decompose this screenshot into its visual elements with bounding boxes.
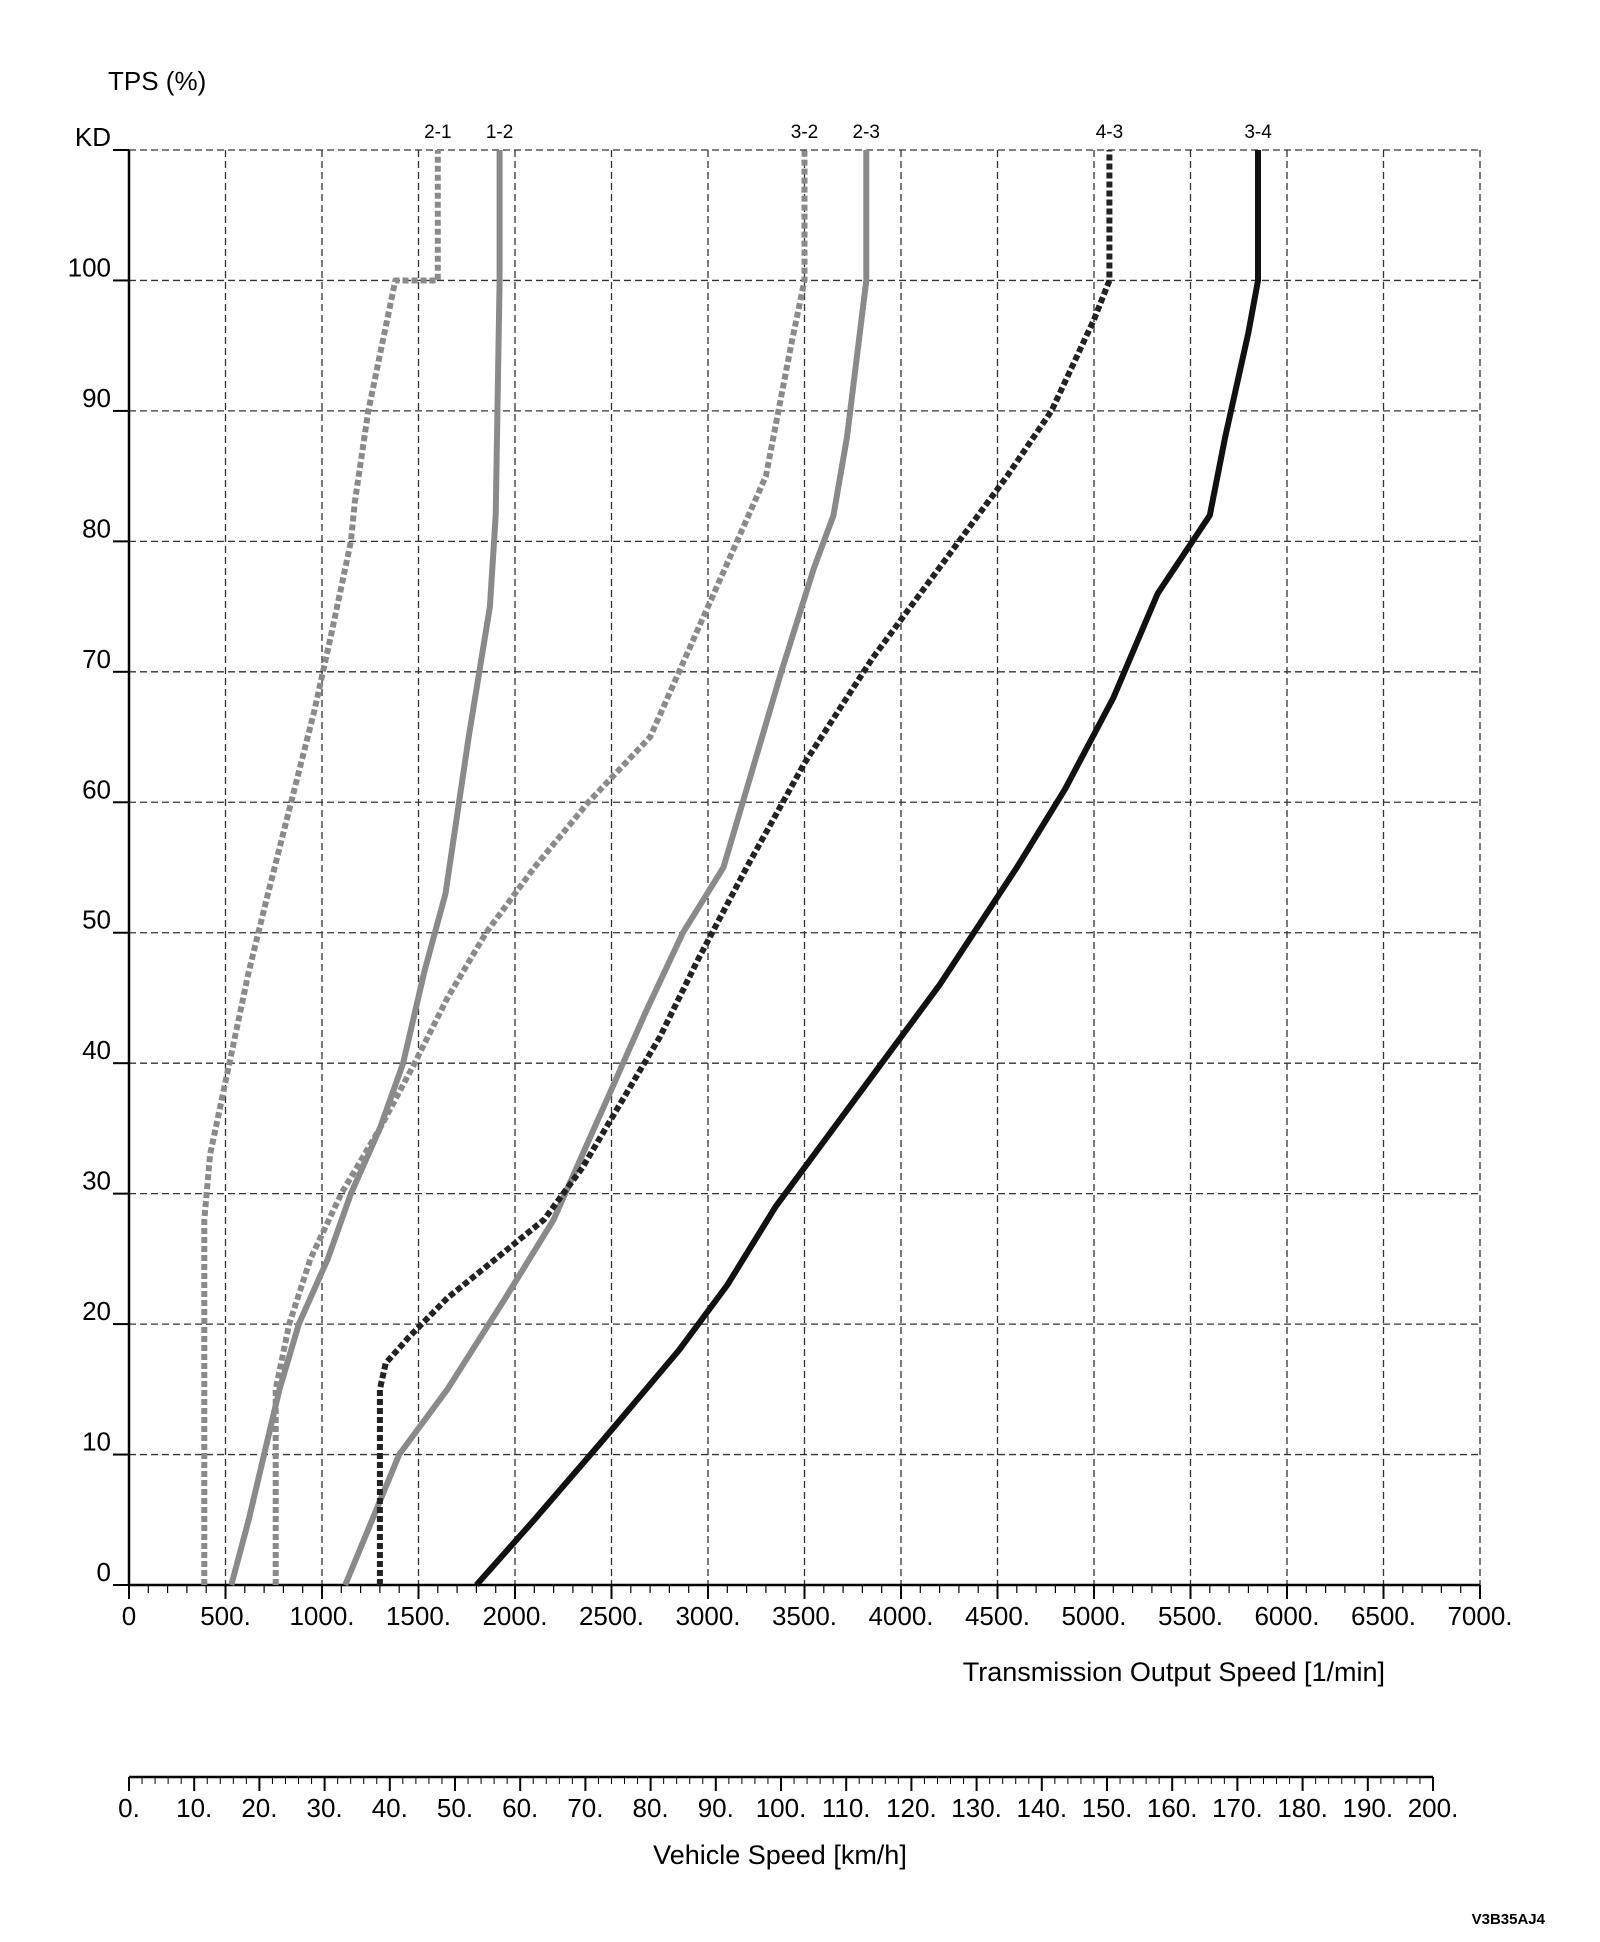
vehicle-speed-tick-label: 0.: [118, 1793, 140, 1823]
y-tick-label: 10: [82, 1427, 111, 1457]
series-label: 3-2: [791, 122, 818, 143]
series-label: 2-3: [853, 122, 880, 143]
vehicle-speed-tick-label: 70.: [567, 1793, 603, 1823]
vehicle-speed-tick-label: 80.: [633, 1793, 669, 1823]
vehicle-speed-tick-label: 120.: [886, 1793, 937, 1823]
y-tick-label: 0: [97, 1557, 111, 1587]
series-line-2-3: [342, 150, 870, 1587]
vehicle-speed-tick-label: 20.: [241, 1793, 277, 1823]
series-line-4-3: [376, 150, 1113, 1585]
series-line-3-2: [272, 150, 808, 1585]
series-labels: 2-1 1-2 3-2 2-3 4-3 3-4: [424, 122, 1272, 143]
vehicle-speed-tick-label: 180.: [1277, 1793, 1328, 1823]
vehicle-speed-tick-label: 10.: [176, 1793, 212, 1823]
x-tick-label: 2000.: [482, 1601, 547, 1631]
series-line-2-1: [201, 150, 441, 1585]
y-tick-label: 40: [82, 1035, 111, 1065]
vehicle-speed-axis-title: Vehicle Speed [km/h]: [653, 1840, 907, 1870]
vehicle-speed-tick-label: 60.: [502, 1793, 538, 1823]
tick-labels: 0 10 20 30 40 50 60 70 80 90 100 KD 0 500. 1000. 1500. 2…: [68, 122, 1513, 1631]
y-tick-label: 100: [68, 252, 111, 282]
x-tick-label: 500.: [200, 1601, 251, 1631]
x-tick-label: 2500.: [579, 1601, 644, 1631]
x-tick-label: 3000.: [675, 1601, 740, 1631]
series-line-3-4: [474, 150, 1261, 1587]
vehicle-speed-tick-label: 170.: [1212, 1793, 1263, 1823]
vehicle-speed-tick-label: 140.: [1016, 1793, 1067, 1823]
vehicle-speed-tick-label: 190.: [1342, 1793, 1393, 1823]
series-label: 4-3: [1096, 122, 1123, 143]
y-tick-label: 90: [82, 383, 111, 413]
x-tick-label: 3500.: [772, 1601, 837, 1631]
vehicle-speed-tick-label: 160.: [1147, 1793, 1198, 1823]
vehicle-speed-tick-label: 200.: [1408, 1793, 1459, 1823]
x-tick-label: 5000.: [1061, 1601, 1126, 1631]
axes: [113, 149, 1481, 1599]
vehicle-speed-tick-label: 110.: [822, 1793, 871, 1823]
series-label: 3-4: [1244, 122, 1272, 143]
y-tick-label: 60: [82, 774, 111, 804]
figure-code: V3B35AJ4: [1472, 1911, 1546, 1928]
vehicle-speed-tick-label: 30.: [307, 1793, 343, 1823]
vehicle-speed-tick-label: 50.: [437, 1793, 473, 1823]
x-tick-label: 1000.: [289, 1601, 354, 1631]
y-tick-label: KD: [75, 122, 111, 152]
y-tick-label: 80: [82, 513, 111, 543]
x-tick-label: 4500.: [965, 1601, 1030, 1631]
x-tick-label: 6500.: [1351, 1601, 1416, 1631]
x-tick-label: 5500.: [1158, 1601, 1223, 1631]
x-tick-label: 4000.: [868, 1601, 933, 1631]
series-line-1-2: [228, 150, 503, 1586]
grid-lines: [129, 149, 1481, 1585]
y-tick-label: 50: [82, 905, 111, 935]
x-tick-label: 6000.: [1254, 1601, 1319, 1631]
vehicle-speed-tick-label: 150.: [1082, 1793, 1133, 1823]
vehicle-speed-tick-label: 100.: [756, 1793, 807, 1823]
x-tick-label: 0: [122, 1601, 136, 1631]
vehicle-speed-axis: 0. 10. 20. 30. 40. 50. 60. 70. 80. 90. 100. 110. 120…: [118, 1775, 1459, 1823]
series-label: 1-2: [486, 122, 513, 143]
x-axis-title: Transmission Output Speed [1/min]: [963, 1657, 1385, 1687]
vehicle-speed-tick-label: 40.: [372, 1793, 408, 1823]
series-lines: [201, 150, 1261, 1587]
series-label: 2-1: [424, 122, 451, 143]
y-tick-label: 20: [82, 1296, 111, 1326]
y-tick-label: 30: [82, 1166, 111, 1196]
vehicle-speed-tick-label: 90.: [698, 1793, 734, 1823]
x-tick-label: 7000.: [1447, 1601, 1512, 1631]
vehicle-speed-tick-label: 130.: [951, 1793, 1002, 1823]
x-tick-label: 1500.: [386, 1601, 451, 1631]
y-tick-label: 70: [82, 644, 111, 674]
y-axis-title: TPS (%): [108, 66, 206, 96]
